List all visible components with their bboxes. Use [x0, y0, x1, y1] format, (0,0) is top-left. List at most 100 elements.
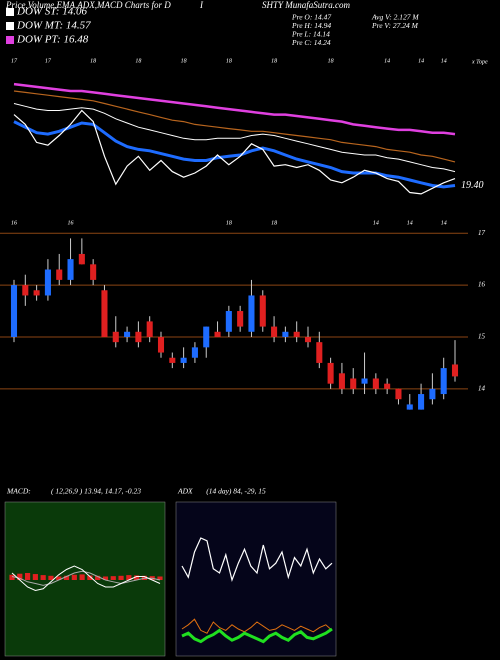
- candle-body: [67, 259, 74, 280]
- histogram-bar: [126, 575, 132, 580]
- legend-label: DOW MT: 14.57: [16, 20, 91, 32]
- candle-body: [33, 290, 40, 296]
- series-line: [13, 109, 456, 195]
- x-tick-label: 14: [418, 57, 424, 64]
- x-tick-label: 18: [271, 220, 277, 226]
- candle-body: [169, 357, 176, 363]
- candle-body: [157, 336, 165, 353]
- series-line: [13, 103, 456, 173]
- candle-body: [406, 404, 413, 410]
- candle-body: [372, 378, 379, 389]
- candle-body: [22, 285, 29, 296]
- histogram-bar: [17, 573, 23, 580]
- y-tick-label: 16: [478, 281, 486, 289]
- candle-body: [135, 331, 142, 343]
- panel-subtitle: ( 12,26,9 ) 13.94, 14.17, -0.23: [51, 487, 141, 496]
- x-tick-label: 14: [384, 57, 390, 64]
- histogram-bar: [118, 575, 124, 580]
- histogram-bar: [24, 573, 31, 580]
- stat: Pre V: 27.24 M: [371, 21, 419, 30]
- chart-title: Price,Volume,EMA,ADX,MACD Charts for D: [5, 0, 171, 10]
- x-tick-label: 18: [90, 58, 96, 64]
- candle-body: [124, 331, 131, 337]
- stat: Pre H: 14.94: [291, 21, 331, 30]
- x-tick-label: 18: [181, 58, 187, 64]
- chart-title-right: SHTY MunafaSutra.com: [262, 0, 351, 10]
- legend-swatch: [6, 8, 14, 16]
- annotation: 19.40: [461, 180, 484, 191]
- series-line: [181, 537, 333, 583]
- candle-body: [338, 373, 345, 389]
- histogram-bar: [40, 575, 46, 580]
- candle-body: [214, 331, 221, 337]
- candle-body: [327, 362, 334, 384]
- legend-swatch: [6, 22, 14, 30]
- histogram-bar: [102, 576, 109, 580]
- candle-body: [271, 326, 278, 337]
- histogram-bar: [32, 574, 38, 580]
- legend-label: DOW ST: 14.06: [16, 6, 87, 18]
- candle-body: [225, 311, 232, 332]
- series-line: [181, 627, 333, 644]
- legend-swatch: [6, 36, 14, 44]
- candle-body: [10, 285, 18, 337]
- candle-body: [180, 357, 187, 363]
- y-tick-label: 17: [478, 229, 486, 237]
- stat: Pre C: 14.24: [291, 38, 331, 47]
- candle-body: [440, 368, 447, 395]
- candle-body: [304, 336, 312, 343]
- stat: Pre L: 14.14: [291, 30, 330, 39]
- chart-title-mid: I: [199, 0, 204, 10]
- corner-label: x Tope: [471, 59, 488, 65]
- x-tick-label: 16: [11, 220, 17, 226]
- panel-title: ADX: [177, 487, 193, 496]
- panel-background: [175, 501, 337, 657]
- x-tick-label: 14: [441, 57, 447, 64]
- candle-body: [44, 269, 51, 296]
- panel-title: MACD:: [6, 487, 31, 496]
- series-line: [13, 120, 456, 189]
- histogram-bar: [157, 576, 163, 580]
- x-tick-label: 18: [226, 220, 232, 226]
- panel-subtitle: (14 day) 84, -29, 15: [206, 487, 266, 496]
- histogram-bar: [48, 575, 54, 580]
- series-line: [13, 90, 456, 163]
- candle-body: [384, 383, 391, 389]
- series-line: [11, 570, 161, 586]
- x-tick-label: 18: [271, 58, 277, 64]
- y-tick-label: 15: [478, 333, 486, 341]
- candle-body: [248, 295, 255, 332]
- candle-body: [259, 295, 266, 327]
- histogram-bar: [56, 576, 62, 580]
- x-tick-label: 17: [11, 58, 18, 64]
- x-tick-label: 18: [135, 58, 141, 64]
- candle-body: [101, 290, 108, 337]
- candle-body: [203, 326, 210, 348]
- stat: Pre O: 14.47: [291, 13, 331, 22]
- series-line: [13, 82, 456, 136]
- histogram-bar: [87, 575, 93, 580]
- x-tick-label: 16: [68, 220, 74, 226]
- x-tick-label: 18: [328, 58, 334, 64]
- x-tick-label: 17: [45, 58, 52, 64]
- histogram-bar: [79, 574, 85, 580]
- histogram-bar: [95, 575, 101, 580]
- candle-body: [350, 378, 357, 389]
- candle-body: [191, 347, 198, 358]
- stat: Avg V: 2.127 M: [371, 13, 419, 22]
- x-tick-label: 14: [373, 219, 379, 226]
- series-line: [11, 565, 161, 592]
- histogram-bar: [134, 575, 140, 580]
- candle-body: [237, 311, 244, 327]
- y-tick-label: 14: [478, 384, 486, 392]
- candle-body: [56, 269, 63, 280]
- candle-body: [316, 342, 323, 363]
- x-tick-label: 14: [441, 219, 447, 226]
- candle-body: [293, 331, 300, 337]
- candle-body: [418, 394, 425, 410]
- candle-body: [90, 264, 97, 280]
- histogram-bar: [63, 575, 70, 580]
- candle-body: [78, 253, 85, 265]
- histogram-bar: [110, 576, 116, 580]
